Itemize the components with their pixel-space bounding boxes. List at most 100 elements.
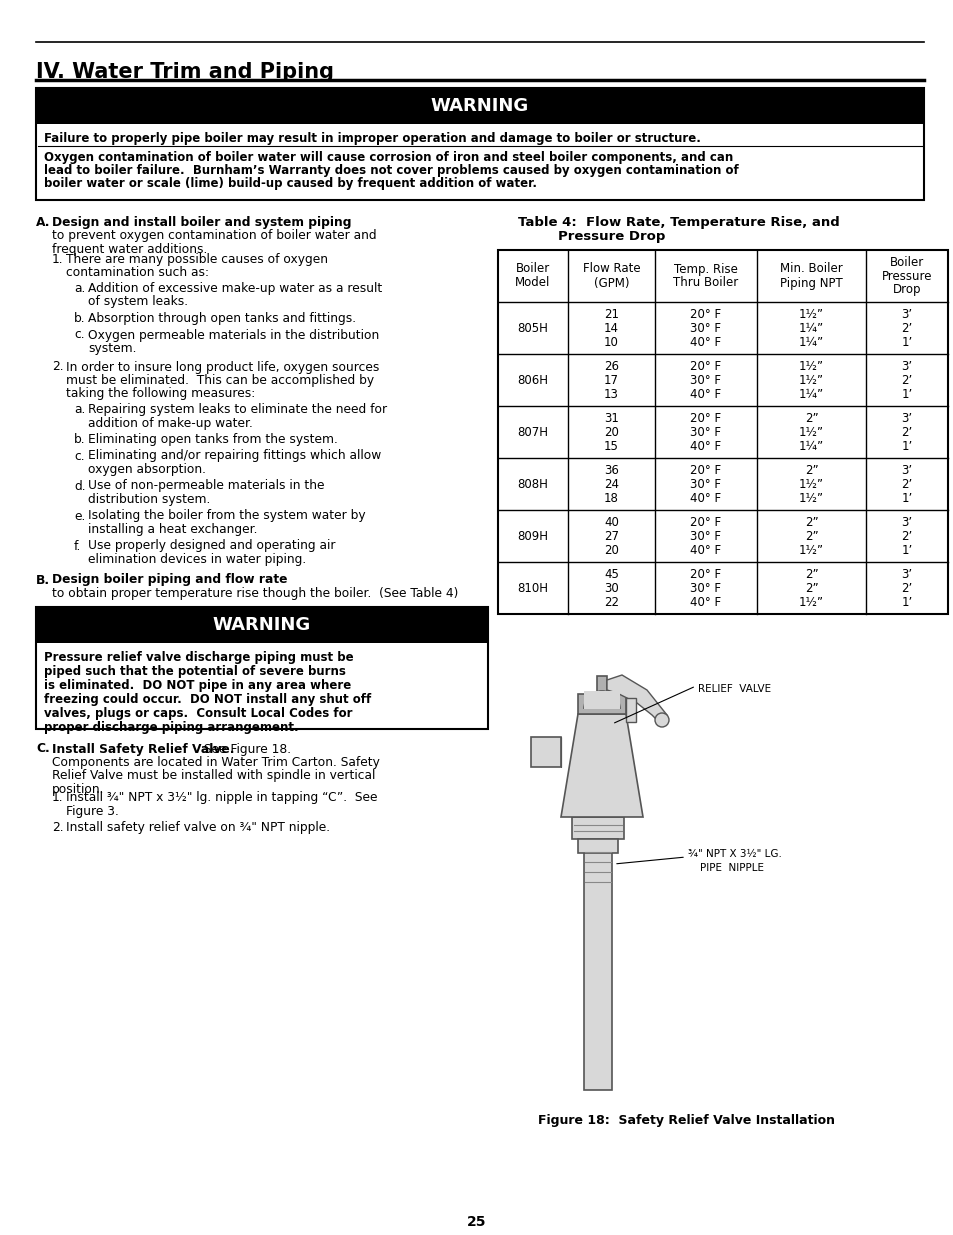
Text: c.: c. — [74, 450, 85, 462]
Text: oxygen absorption.: oxygen absorption. — [88, 463, 206, 475]
Text: Table 4:  Flow Rate, Temperature Rise, and: Table 4: Flow Rate, Temperature Rise, an… — [517, 216, 839, 228]
Text: 20° F: 20° F — [690, 568, 720, 580]
Text: lead to boiler failure.  Burnham’s Warranty does not cover problems caused by ox: lead to boiler failure. Burnham’s Warran… — [44, 164, 738, 177]
Text: WARNING: WARNING — [213, 615, 311, 634]
Text: Failure to properly pipe boiler may result in improper operation and damage to b: Failure to properly pipe boiler may resu… — [44, 132, 700, 144]
Text: In order to insure long product life, oxygen sources: In order to insure long product life, ox… — [66, 361, 379, 373]
Text: ¾" NPT X 3½" LG.: ¾" NPT X 3½" LG. — [687, 848, 781, 860]
Text: 20° F: 20° F — [690, 411, 720, 425]
Text: 1’: 1’ — [901, 440, 912, 452]
Text: to prevent oxygen contamination of boiler water and: to prevent oxygen contamination of boile… — [52, 230, 376, 242]
Text: Drop: Drop — [892, 284, 921, 296]
Text: 30° F: 30° F — [690, 321, 720, 335]
Bar — [572, 818, 623, 839]
Text: WARNING: WARNING — [431, 98, 529, 115]
Text: 40: 40 — [603, 515, 618, 529]
Text: 3’: 3’ — [901, 568, 912, 580]
Text: piped such that the potential of severe burns: piped such that the potential of severe … — [44, 664, 346, 678]
Text: 20° F: 20° F — [690, 515, 720, 529]
Text: 810H: 810H — [517, 582, 548, 594]
Text: Oxygen contamination of boiler water will cause corrosion of iron and steel boil: Oxygen contamination of boiler water wil… — [44, 151, 733, 164]
Text: Pressure: Pressure — [881, 269, 931, 283]
Text: 40° F: 40° F — [690, 440, 720, 452]
Text: 807H: 807H — [517, 426, 548, 438]
Text: 1’: 1’ — [901, 595, 912, 609]
Text: 3’: 3’ — [901, 515, 912, 529]
Text: 18: 18 — [603, 492, 618, 505]
Text: 40° F: 40° F — [690, 388, 720, 400]
Bar — [36, 88, 923, 200]
Text: 1’: 1’ — [901, 336, 912, 348]
Text: 2’: 2’ — [901, 582, 912, 594]
Text: 3’: 3’ — [901, 308, 912, 321]
Text: Eliminating open tanks from the system.: Eliminating open tanks from the system. — [88, 433, 337, 446]
Text: c.: c. — [74, 329, 85, 342]
Text: 30° F: 30° F — [690, 582, 720, 594]
Text: 2’: 2’ — [901, 321, 912, 335]
Text: Boiler: Boiler — [516, 263, 550, 275]
Text: 20: 20 — [603, 426, 618, 438]
Text: C.: C. — [36, 742, 50, 756]
Text: 17: 17 — [603, 373, 618, 387]
Text: Min. Boiler: Min. Boiler — [780, 263, 842, 275]
Text: 2’: 2’ — [901, 373, 912, 387]
Text: 809H: 809H — [517, 530, 548, 542]
Text: (GPM): (GPM) — [593, 277, 629, 289]
Text: Use properly designed and operating air: Use properly designed and operating air — [88, 540, 335, 552]
Text: elimination devices in water piping.: elimination devices in water piping. — [88, 553, 306, 566]
Text: Use of non-permeable materials in the: Use of non-permeable materials in the — [88, 479, 324, 493]
Text: to obtain proper temperature rise though the boiler.  (See Table 4): to obtain proper temperature rise though… — [52, 587, 457, 600]
Text: 10: 10 — [603, 336, 618, 348]
Text: 40° F: 40° F — [690, 336, 720, 348]
Text: contamination such as:: contamination such as: — [66, 267, 209, 279]
Text: 2.: 2. — [52, 361, 64, 373]
Text: 20° F: 20° F — [690, 463, 720, 477]
Text: 20: 20 — [603, 543, 618, 557]
Text: 3’: 3’ — [901, 463, 912, 477]
Circle shape — [655, 713, 668, 727]
Text: Model: Model — [515, 277, 550, 289]
Bar — [583, 844, 612, 1091]
Text: 2”: 2” — [803, 568, 818, 580]
Bar — [583, 692, 619, 709]
Text: 1’: 1’ — [901, 388, 912, 400]
Text: A.: A. — [36, 216, 51, 228]
Text: distribution system.: distribution system. — [88, 493, 211, 506]
Text: 1½”: 1½” — [799, 426, 823, 438]
Text: Install Safety Relief Valve.: Install Safety Relief Valve. — [52, 742, 234, 756]
Text: 1.: 1. — [52, 253, 64, 266]
Text: 13: 13 — [603, 388, 618, 400]
Text: B.: B. — [36, 573, 51, 587]
Text: 20° F: 20° F — [690, 308, 720, 321]
Text: 1½”: 1½” — [799, 492, 823, 505]
Text: is eliminated.  DO NOT pipe in any area where: is eliminated. DO NOT pipe in any area w… — [44, 678, 351, 692]
Text: 1’: 1’ — [901, 492, 912, 505]
Text: Figure 18:  Safety Relief Valve Installation: Figure 18: Safety Relief Valve Installat… — [537, 1114, 834, 1128]
Text: b.: b. — [74, 312, 86, 325]
Text: 1¼”: 1¼” — [798, 321, 823, 335]
Text: must be eliminated.  This can be accomplished by: must be eliminated. This can be accompli… — [66, 374, 374, 387]
Text: 1’: 1’ — [901, 543, 912, 557]
Text: There are many possible causes of oxygen: There are many possible causes of oxygen — [66, 253, 328, 266]
Bar — [578, 839, 618, 853]
Text: e.: e. — [74, 510, 85, 522]
Text: 20° F: 20° F — [690, 359, 720, 373]
Text: taking the following measures:: taking the following measures: — [66, 388, 255, 400]
Text: 1¼”: 1¼” — [798, 336, 823, 348]
Text: Eliminating and/or repairing fittings which allow: Eliminating and/or repairing fittings wh… — [88, 450, 381, 462]
Text: IV. Water Trim and Piping: IV. Water Trim and Piping — [36, 62, 334, 82]
Text: Pressure Drop: Pressure Drop — [558, 230, 664, 243]
Bar — [597, 676, 606, 694]
Text: 14: 14 — [603, 321, 618, 335]
Text: Design and install boiler and system piping: Design and install boiler and system pip… — [52, 216, 351, 228]
Text: 2”: 2” — [803, 463, 818, 477]
Text: 36: 36 — [603, 463, 618, 477]
Text: 806H: 806H — [517, 373, 548, 387]
Text: RELIEF  VALVE: RELIEF VALVE — [698, 684, 770, 694]
Bar — [36, 606, 488, 729]
Text: 21: 21 — [603, 308, 618, 321]
Bar — [36, 606, 488, 642]
Text: Addition of excessive make-up water as a result: Addition of excessive make-up water as a… — [88, 282, 382, 295]
Text: Install ¾" NPT x 3½" lg. nipple in tapping “C”.  See: Install ¾" NPT x 3½" lg. nipple in tappi… — [66, 790, 377, 804]
Text: Thru Boiler: Thru Boiler — [673, 277, 738, 289]
